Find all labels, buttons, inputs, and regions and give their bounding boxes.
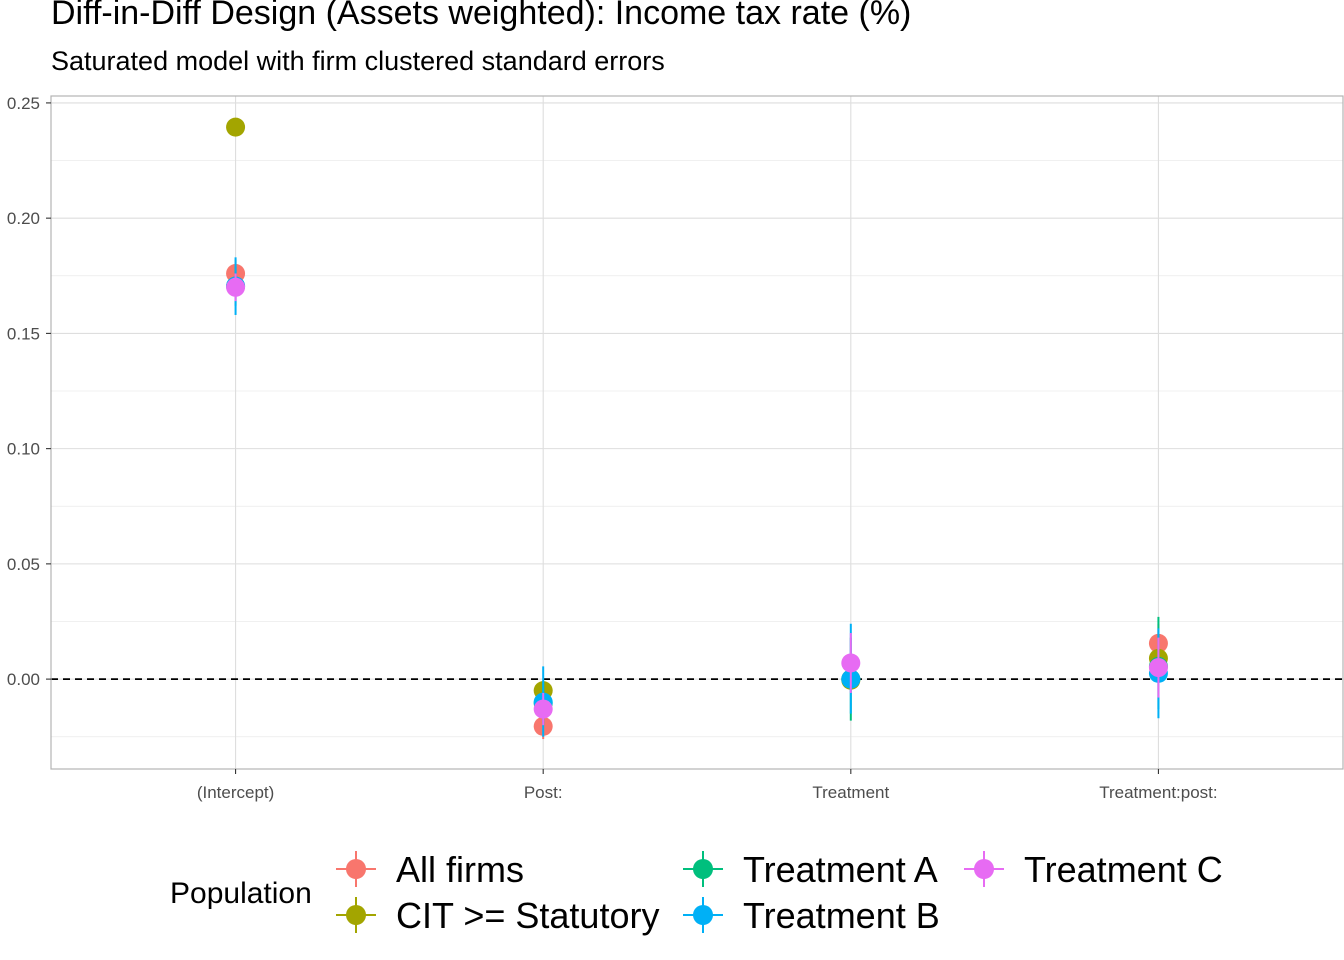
data-point xyxy=(1148,658,1168,678)
data-point xyxy=(841,653,861,673)
series-treatment-c xyxy=(226,273,1168,726)
legend-key-point xyxy=(346,905,366,925)
x-axis-ticks: (Intercept) Post: Treatment Treatment:post: xyxy=(197,769,1218,802)
data-point xyxy=(226,117,246,137)
data-marks xyxy=(226,117,1168,740)
x-tick-label: Treatment:post: xyxy=(1099,783,1217,802)
chart-subtitle: Saturated model with firm clustered stan… xyxy=(51,46,665,76)
y-tick-label: 0.00 xyxy=(7,670,40,689)
data-point xyxy=(226,277,246,297)
legend-label: CIT >= Statutory xyxy=(396,895,659,936)
legend-key-point xyxy=(693,905,713,925)
y-tick-label: 0.10 xyxy=(7,440,40,459)
legend-item: Treatment C xyxy=(964,849,1223,890)
y-axis-ticks: 0.00 0.05 0.10 0.15 0.20 0.25 xyxy=(7,94,51,689)
plot-panel-background xyxy=(51,96,1343,769)
y-tick-label: 0.25 xyxy=(7,94,40,113)
major-gridlines xyxy=(51,96,1343,769)
legend-item: All firms xyxy=(336,849,524,890)
chart-title: Diff-in-Diff Design (Assets weighted): I… xyxy=(51,0,912,32)
x-tick-label: (Intercept) xyxy=(197,783,274,802)
plot-panel-border xyxy=(50,95,1344,770)
legend-item: CIT >= Statutory xyxy=(336,895,659,936)
y-tick-label: 0.20 xyxy=(7,209,40,228)
legend-item: Treatment A xyxy=(683,849,938,890)
legend: Population All firms CIT >= Statutory Treat… xyxy=(170,849,1223,936)
legend-title: Population xyxy=(170,877,312,910)
x-tick-label: Treatment xyxy=(812,783,889,802)
x-tick-label: Post: xyxy=(524,783,563,802)
minor-gridlines xyxy=(51,160,1343,738)
legend-key-point xyxy=(693,859,713,879)
y-tick-label: 0.15 xyxy=(7,324,40,343)
y-tick-label: 0.05 xyxy=(7,555,40,574)
legend-item: Treatment B xyxy=(683,895,940,936)
legend-label: All firms xyxy=(396,849,524,890)
legend-key-point xyxy=(974,859,994,879)
data-point xyxy=(533,699,553,719)
legend-label: Treatment C xyxy=(1024,849,1223,890)
legend-label: Treatment A xyxy=(743,849,938,890)
legend-label: Treatment B xyxy=(743,895,940,936)
legend-key-point xyxy=(346,859,366,879)
